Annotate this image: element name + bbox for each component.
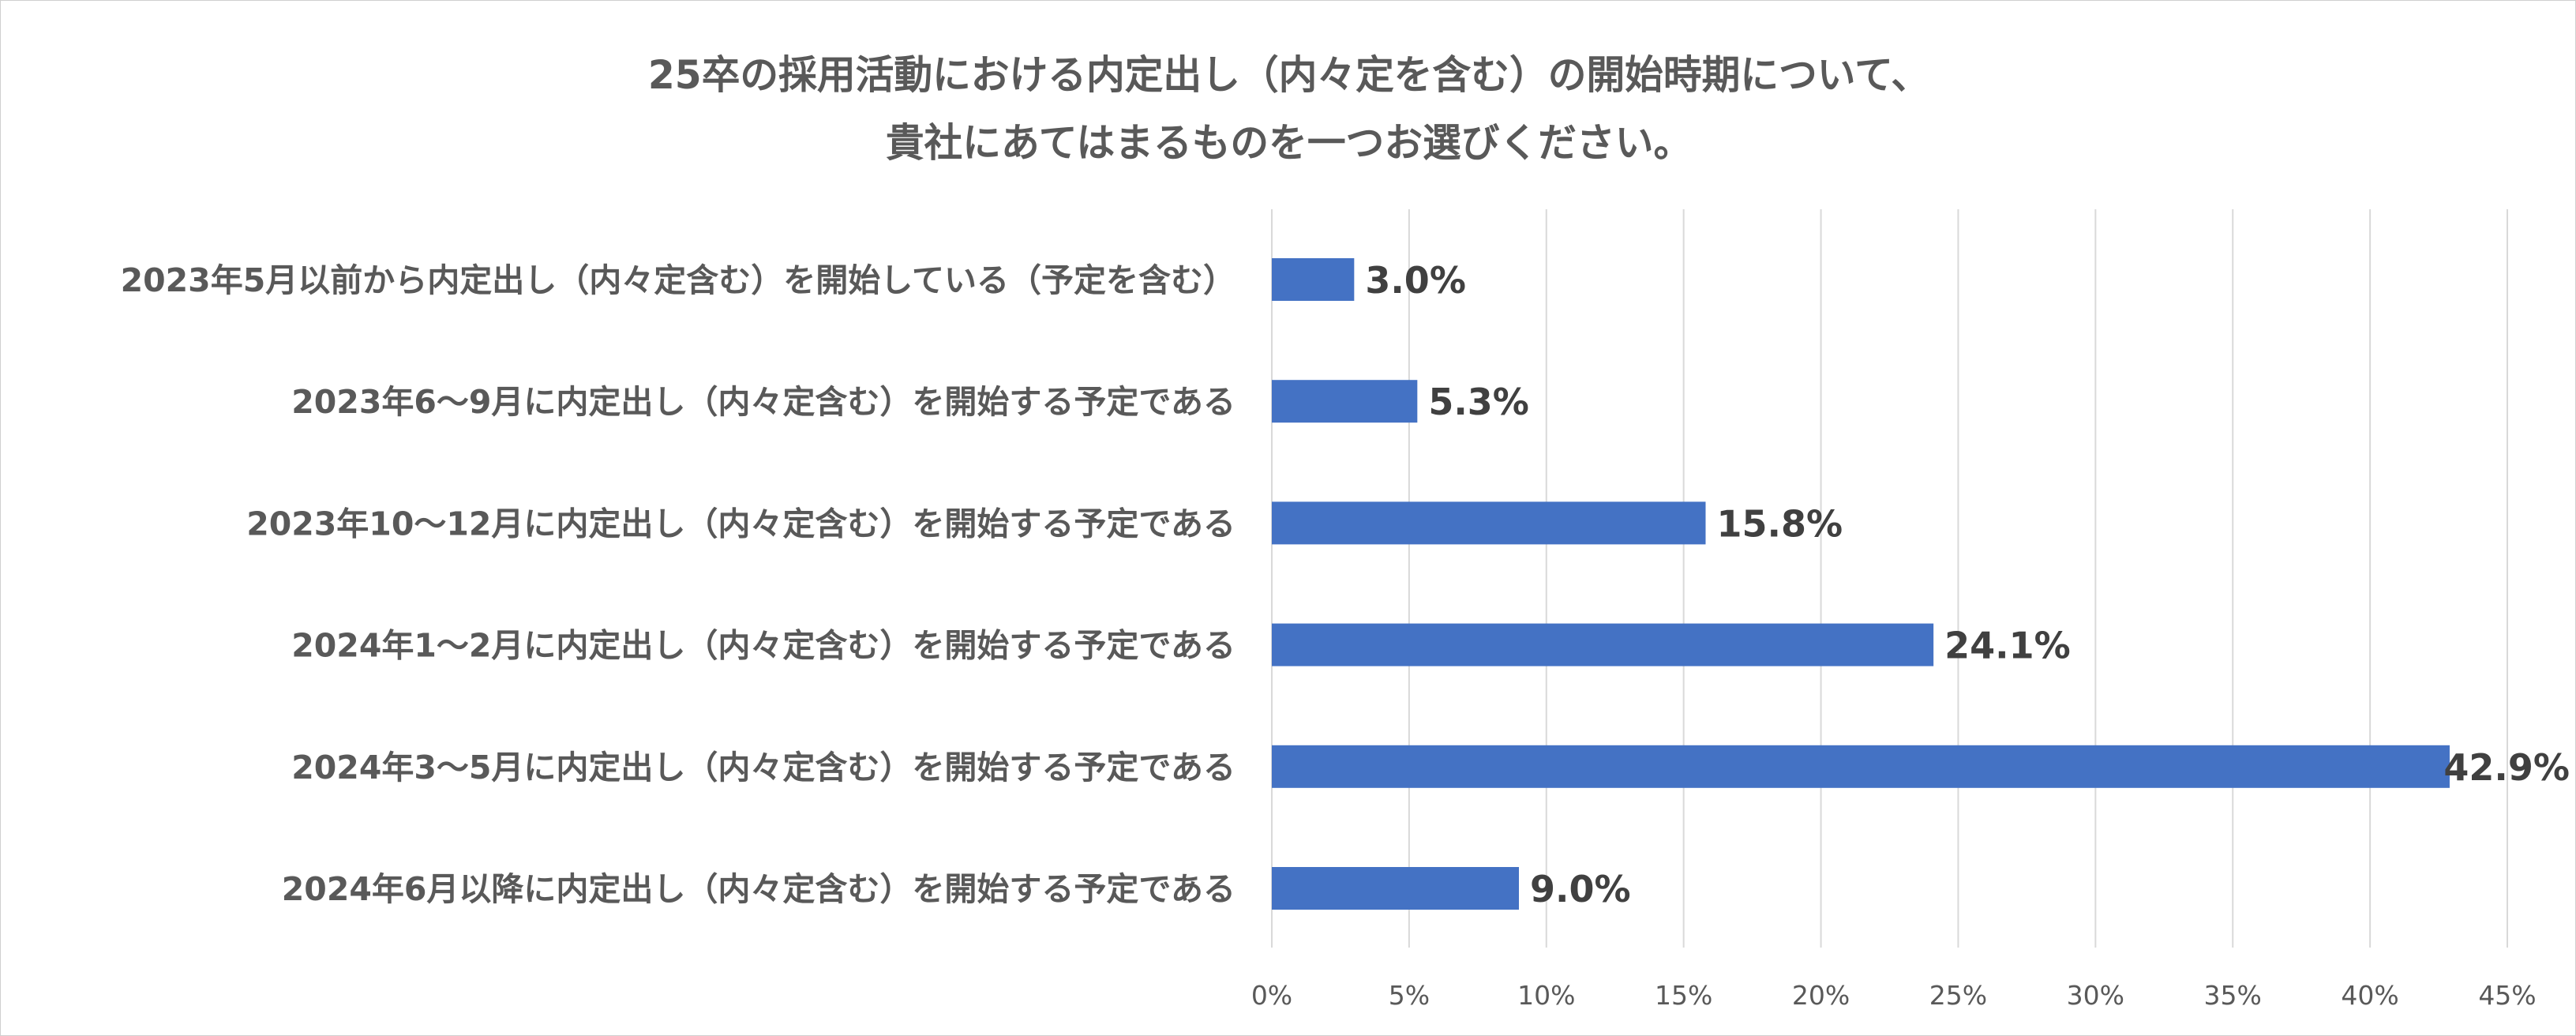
x-tick-label: 30% <box>2067 980 2124 1011</box>
bars <box>1272 258 2450 910</box>
category-label: 2023年6～9月に内定出し（内々定含む）を開始する予定である <box>291 383 1236 421</box>
category-label: 2024年1～2月に内定出し（内々定含む）を開始する予定である <box>291 627 1236 665</box>
data-label: 5.3% <box>1428 381 1529 423</box>
data-label: 15.8% <box>1716 502 1843 545</box>
bar <box>1272 867 1519 910</box>
bar <box>1272 623 1934 666</box>
category-label: 2024年6月以降に内定出し（内々定含む）を開始する予定である <box>282 870 1236 908</box>
gridlines <box>1271 209 2508 948</box>
bar <box>1272 380 1418 423</box>
x-tick-label: 25% <box>1929 980 1987 1011</box>
chart-title-line-1: 25卒の採用活動における内定出し（内々定を含む）の開始時期について、 <box>647 52 1930 98</box>
category-label: 2024年3～5月に内定出し（内々定含む）を開始する予定である <box>291 749 1236 786</box>
data-label: 9.0% <box>1530 868 1631 910</box>
bar <box>1272 501 1706 545</box>
x-tick-label: 5% <box>1389 980 1430 1011</box>
x-tick-label: 0% <box>1251 980 1292 1011</box>
x-tick-label: 35% <box>2204 980 2262 1011</box>
data-label: 42.9% <box>2443 746 2570 789</box>
x-tick-label: 10% <box>1517 980 1575 1011</box>
x-tick-label: 45% <box>2478 980 2536 1011</box>
bar <box>1272 258 1355 301</box>
x-tick-label: 40% <box>2341 980 2398 1011</box>
data-label: 24.1% <box>1944 625 2071 667</box>
category-label: 2023年10～12月に内定出し（内々定含む）を開始する予定である <box>246 505 1236 542</box>
labels: 0% 5% 10% 15% 20% 25% 30% 35% 40% 45% 2023年5月以前から内… <box>121 259 2570 1011</box>
x-tick-label: 15% <box>1655 980 1712 1011</box>
chart-title-line-2: 貴社にあてはまるものを一つお選びください。 <box>885 120 1693 166</box>
bar <box>1272 745 2450 788</box>
category-label: 2023年5月以前から内定出し（内々定含む）を開始している（予定を含む） <box>121 261 1236 299</box>
x-tick-label: 20% <box>1792 980 1850 1011</box>
data-label: 3.0% <box>1365 259 1466 302</box>
